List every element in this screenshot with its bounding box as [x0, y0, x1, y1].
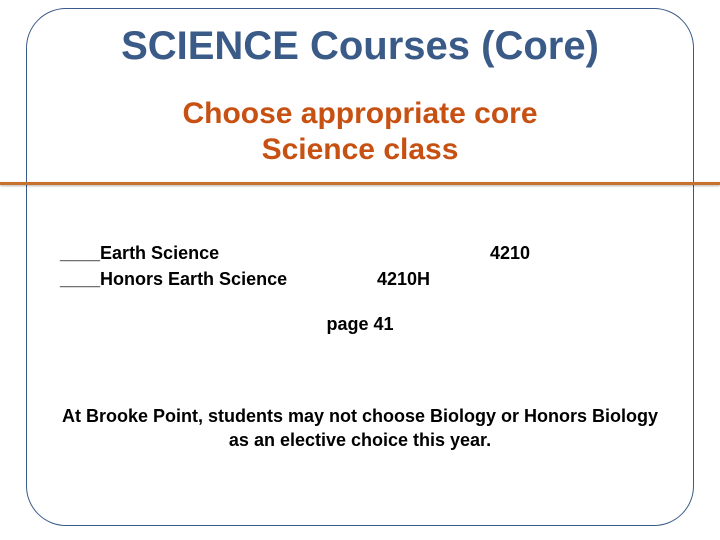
note-line-1: At Brooke Point, students may not choose… [62, 406, 658, 426]
course-code: 4210H [377, 266, 440, 292]
note-line-2: as an elective choice this year. [229, 430, 491, 450]
course-list: ____Earth Science 4210 ____Honors Earth … [60, 240, 660, 292]
subtitle-line-1: Choose appropriate core [182, 97, 537, 130]
slide: SCIENCE Courses (Core) Choose appropriat… [0, 0, 720, 540]
subtitle-line-2: Science class [262, 133, 459, 166]
course-code: 4210 [490, 240, 540, 266]
page-reference: page 41 [0, 314, 720, 335]
divider-line [0, 182, 720, 185]
course-name: ____Earth Science [60, 240, 219, 266]
course-name: ____Honors Earth Science [60, 266, 287, 292]
course-row: ____Honors Earth Science 4210H [60, 266, 440, 292]
footer-note: At Brooke Point, students may not choose… [50, 404, 670, 453]
slide-title: SCIENCE Courses (Core) [0, 24, 720, 69]
course-row: ____Earth Science 4210 [60, 240, 540, 266]
slide-subtitle: Choose appropriate core Science class [0, 96, 720, 168]
